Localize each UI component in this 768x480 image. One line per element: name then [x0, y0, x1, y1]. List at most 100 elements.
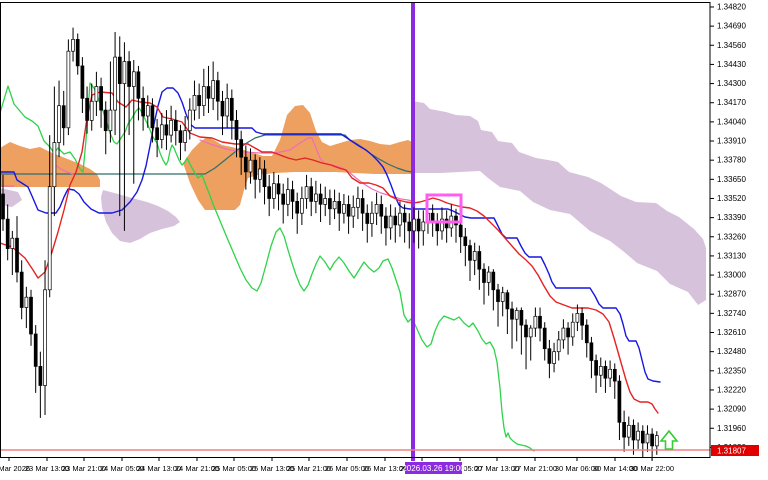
- bear-candle: [468, 245, 472, 261]
- price-axis-label: 1.34820: [717, 2, 746, 11]
- bear-candle: [491, 271, 496, 291]
- bull-candle: [108, 109, 113, 132]
- bull-candle: [57, 105, 61, 143]
- bull-candle: [654, 435, 659, 447]
- bull-candle: [47, 186, 52, 291]
- price-axis-label: 1.33390: [717, 213, 746, 222]
- bull-candle: [24, 296, 29, 308]
- highlight-rectangle[interactable]: [425, 193, 463, 224]
- bear-candle: [524, 324, 528, 338]
- bear-candle: [622, 422, 626, 438]
- bear-candle: [580, 313, 584, 326]
- price-axis-label: 1.33650: [717, 175, 746, 184]
- bull-candle: [575, 313, 580, 323]
- bear-candle: [360, 198, 365, 214]
- bull-candle: [89, 100, 94, 121]
- bear-candle: [407, 221, 412, 232]
- bear-candle: [365, 212, 370, 224]
- bull-candle: [201, 86, 206, 106]
- bear-candle: [393, 215, 398, 226]
- bear-candle: [496, 289, 500, 302]
- bear-candle: [239, 139, 244, 158]
- bear-candle: [346, 204, 351, 217]
- senkou-span-a-line: [199, 137, 413, 202]
- price-axis-label: 1.34430: [717, 60, 746, 69]
- bear-candle: [206, 86, 211, 99]
- price-axis-label: 1.33130: [717, 251, 746, 260]
- bear-candle: [253, 159, 258, 180]
- bear-candle: [631, 424, 636, 441]
- bull-candle: [183, 130, 187, 143]
- time-axis-label: 25 Mar 13:00: [250, 464, 294, 473]
- bull-candle: [528, 327, 533, 338]
- bear-candle: [29, 296, 33, 335]
- bull-candle: [552, 351, 556, 364]
- price-axis-label: 1.34560: [717, 41, 746, 50]
- price-axis-label: 1.32740: [717, 309, 746, 318]
- bull-candle: [159, 124, 164, 140]
- bear-candle: [650, 433, 654, 447]
- bull-candle: [71, 39, 75, 52]
- time-axis-label: 23 Mar 21:00: [62, 464, 106, 473]
- bear-candle: [262, 168, 267, 188]
- bull-candle: [533, 315, 538, 329]
- bull-candle: [645, 433, 650, 444]
- bull-candle: [472, 251, 477, 261]
- bear-candle: [127, 61, 131, 87]
- bear-candle: [141, 97, 145, 117]
- bear-candle: [640, 430, 645, 444]
- bear-candle: [538, 315, 542, 329]
- bear-candle: [1, 193, 5, 220]
- bull-candle: [122, 61, 127, 84]
- bull-candle: [94, 86, 99, 102]
- price-axis-label: 1.32610: [717, 328, 746, 337]
- price-badge-text: 1.31807: [717, 447, 746, 456]
- bull-candle: [421, 221, 426, 232]
- bull-candle: [304, 186, 309, 199]
- bull-candle: [300, 198, 304, 214]
- bear-candle: [155, 127, 159, 140]
- time-axis-label: 27 Mar 21:00: [513, 464, 557, 473]
- senkou-span-b-line: [0, 134, 413, 175]
- bull-candle: [351, 206, 356, 217]
- time-axis-label: 25 Mar 21:00: [287, 464, 331, 473]
- bear-candle: [38, 366, 43, 386]
- bear-candle: [309, 186, 314, 202]
- bull-candle: [187, 109, 192, 132]
- price-axis-label: 1.33000: [717, 271, 746, 280]
- bear-candle: [617, 380, 622, 423]
- price-axis-label: 1.33260: [717, 232, 746, 241]
- kumo-down-left-corner-cloud: [0, 188, 22, 207]
- price-axis-label: 1.32480: [717, 347, 746, 356]
- bull-candle: [211, 80, 216, 99]
- price-axis-label: 1.34300: [717, 79, 746, 88]
- time-axis-label: 23 Mar 13:00: [25, 464, 69, 473]
- bear-candle: [337, 201, 342, 214]
- time-badge: [405, 462, 462, 474]
- bear-candle: [318, 193, 323, 205]
- tenkan-sen-line: [0, 91, 659, 414]
- up-arrow-icon[interactable]: [659, 429, 679, 450]
- bull-candle: [486, 271, 491, 283]
- bull-candle: [113, 56, 117, 111]
- bear-candle: [384, 215, 388, 229]
- bull-candle: [169, 120, 173, 136]
- bull-candle: [388, 215, 393, 229]
- bear-candle: [150, 105, 155, 129]
- vertical-time-line[interactable]: [411, 2, 415, 461]
- price-axis-label: 1.33520: [717, 194, 746, 203]
- kumo-up-main-cloud: [183, 105, 412, 210]
- bull-candle: [440, 218, 444, 232]
- bull-candle: [145, 105, 150, 117]
- time-axis-label: 30 Mar 06:00: [555, 464, 599, 473]
- price-badge: [711, 445, 759, 456]
- bear-candle: [510, 308, 514, 320]
- bear-candle: [99, 86, 103, 111]
- bull-candle: [500, 292, 505, 302]
- bull-candle: [398, 212, 402, 226]
- bull-candle: [10, 237, 15, 249]
- candles-group: [1, 27, 659, 461]
- bull-candle: [258, 168, 262, 180]
